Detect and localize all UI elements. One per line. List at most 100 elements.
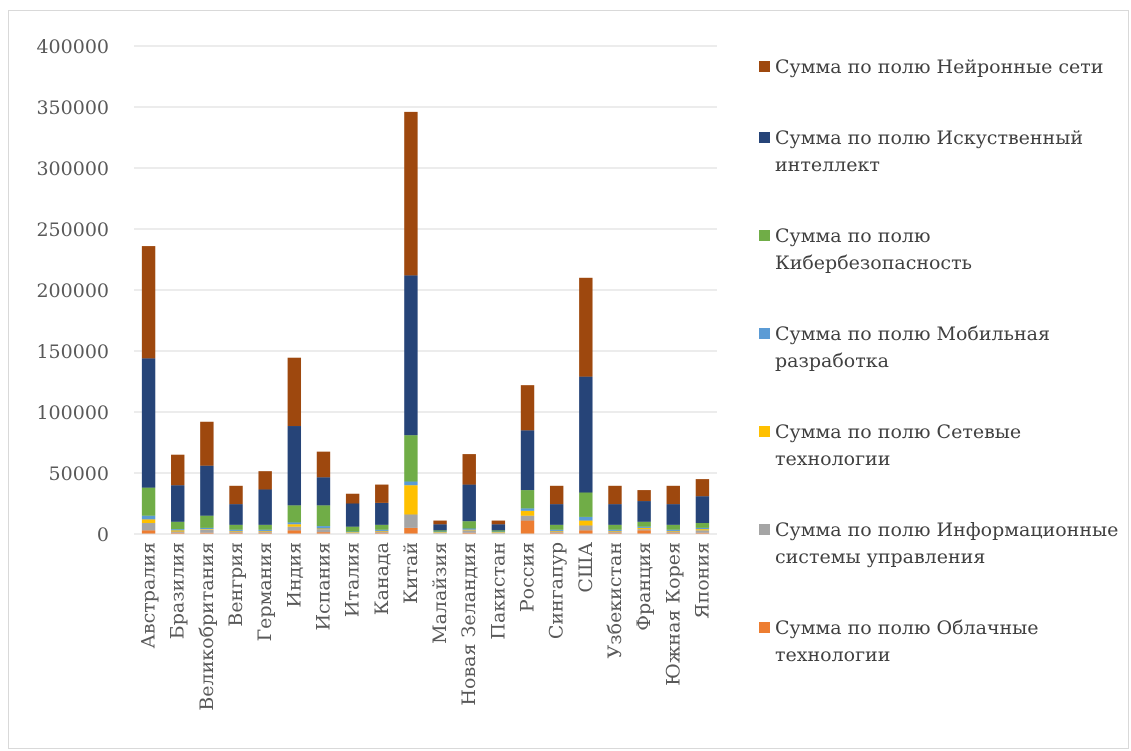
bar-segment xyxy=(287,526,302,531)
x-tick-label: Малайзия xyxy=(429,542,451,644)
bar-segment xyxy=(666,531,680,533)
legend-item: Сумма по полю Кибербезопасность xyxy=(759,225,972,274)
bar-segment xyxy=(608,529,622,531)
bar-segment xyxy=(549,485,564,505)
legend-item: Сумма по полю Нейронные сети xyxy=(759,56,1103,78)
bar-segment xyxy=(171,521,185,530)
x-tick-label: Германия xyxy=(254,542,276,641)
bar-segment xyxy=(549,504,564,525)
bar-segment xyxy=(608,532,622,534)
bar-segment xyxy=(258,524,272,530)
y-tick-label: 300000 xyxy=(36,158,109,180)
x-tick-label: США xyxy=(575,541,597,592)
bar-segment xyxy=(579,516,593,521)
bar-segment xyxy=(316,451,331,478)
bar-segment xyxy=(491,530,506,532)
bars xyxy=(141,111,710,534)
bar-segment xyxy=(404,275,418,436)
legend-item: Сумма по полю Мобильная разработка xyxy=(759,323,1050,372)
bar-segment xyxy=(375,532,389,534)
bar-segment xyxy=(666,532,680,534)
stacked-bar-chart: 0 50000 100000 150000 200000 250000 300000 3500… xyxy=(36,36,1118,711)
bar-segment xyxy=(229,524,243,530)
legend-label-line: Сумма по полю Информационные xyxy=(775,519,1118,541)
bar-segment xyxy=(608,531,622,533)
legend-label-line: разработка xyxy=(775,350,889,372)
x-tick-label: Великобритания xyxy=(196,542,218,711)
bar-segment xyxy=(666,485,680,505)
bar-segment xyxy=(316,505,331,527)
bar-segment xyxy=(375,484,389,503)
x-tick-label: Венгрия xyxy=(225,542,247,627)
bar-segment xyxy=(375,524,389,530)
bar-segment xyxy=(404,527,418,534)
bar-segment xyxy=(200,465,214,516)
bar-segment xyxy=(608,504,622,525)
x-tick-label: Япония xyxy=(691,542,713,619)
x-tick-label: Франция xyxy=(633,542,655,631)
legend-swatch xyxy=(759,524,770,535)
legend: Сумма по полю Нейронные сети Сумма по пол… xyxy=(759,56,1118,666)
legend-label-line: Сумма по полю Сетевые xyxy=(775,421,1021,443)
bar-segment xyxy=(637,526,651,528)
bar-segment xyxy=(520,430,535,491)
bar-segment xyxy=(229,529,243,531)
x-tick-label: Южная Корея xyxy=(662,542,684,686)
bar-segment xyxy=(345,526,360,532)
bar-segment xyxy=(200,529,214,533)
bar-segment xyxy=(200,532,214,534)
bar-segment xyxy=(345,503,360,527)
bar-segment xyxy=(229,530,243,532)
bar-segment xyxy=(608,485,622,505)
bar-segment xyxy=(345,493,360,504)
legend-label-line: Кибербезопасность xyxy=(775,252,972,274)
legend-label: Сумма по полю Нейронные сети xyxy=(775,56,1103,78)
x-tick-label: Сингапур xyxy=(546,542,568,639)
bar-segment xyxy=(287,522,302,525)
x-tick-label: Новая Зеландия xyxy=(458,542,480,706)
bar-segment xyxy=(549,530,564,532)
legend-label-line: Сумма по полю Нейронные сети xyxy=(775,56,1103,78)
bar-segment xyxy=(491,520,506,525)
y-tick-label: 100000 xyxy=(36,402,109,424)
bar-segment xyxy=(171,485,185,522)
bar-segment xyxy=(287,505,302,523)
x-axis-ticks: Австралия Бразилия Великобритания Венгрия Ге… xyxy=(138,541,714,710)
bar-segment xyxy=(141,523,156,531)
bar-segment xyxy=(520,508,535,511)
bar-segment xyxy=(171,454,185,486)
bar-segment xyxy=(637,530,651,534)
bar-segment xyxy=(229,532,243,534)
bar-segment xyxy=(433,532,447,533)
bar-segment xyxy=(695,496,710,524)
bar-segment xyxy=(141,487,156,516)
x-tick-label: Китай xyxy=(400,542,422,604)
bar-segment xyxy=(404,485,418,515)
y-axis-ticks: 0 50000 100000 150000 200000 250000 300000 3500… xyxy=(36,36,109,546)
bar-segment xyxy=(462,521,476,529)
bar-segment xyxy=(404,514,418,528)
bar-segment xyxy=(637,501,651,522)
bar-segment xyxy=(579,376,593,493)
bar-segment xyxy=(287,530,302,534)
bar-segment xyxy=(345,531,360,533)
bar-segment xyxy=(171,532,185,534)
bar-segment xyxy=(637,529,651,531)
bar-segment xyxy=(258,489,272,525)
bar-segment xyxy=(433,530,447,532)
x-tick-label: Узбекистан xyxy=(604,542,626,658)
bar-segment xyxy=(287,524,302,527)
bar-segment xyxy=(345,532,360,534)
bar-segment xyxy=(579,530,593,534)
bar-segment xyxy=(491,532,506,534)
bar-segment xyxy=(316,526,331,529)
bar-segment xyxy=(287,426,302,506)
legend-swatch xyxy=(759,132,770,143)
y-tick-label: 350000 xyxy=(36,97,109,119)
legend-label-line: Сумма по полю Облачные xyxy=(775,617,1039,639)
bar-segment xyxy=(229,504,243,525)
x-tick-label: Индия xyxy=(283,542,305,608)
bar-segment xyxy=(375,531,389,533)
bar-segment xyxy=(287,357,302,427)
bar-segment xyxy=(491,532,506,533)
